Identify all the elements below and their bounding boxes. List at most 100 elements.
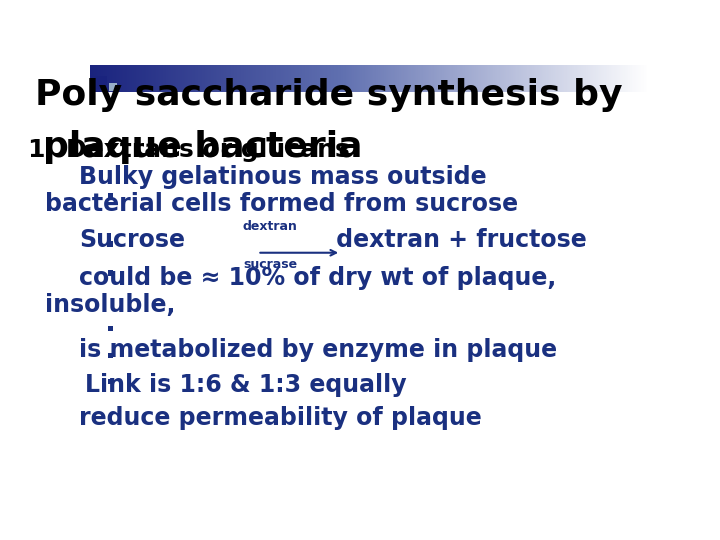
Bar [609, 65, 611, 92]
Text: insoluble,: insoluble, [45, 293, 175, 316]
Bar [555, 65, 557, 92]
Bar [311, 65, 312, 92]
Bar [171, 65, 173, 92]
Bar [628, 65, 629, 92]
Bar [116, 65, 117, 92]
Bar [534, 65, 536, 92]
Bar [143, 65, 144, 92]
Bar [557, 65, 558, 92]
Bar [158, 65, 160, 92]
Bar [176, 65, 178, 92]
Bar [101, 65, 103, 92]
Bar [108, 271, 114, 276]
Bar [295, 65, 297, 92]
Bar [364, 65, 365, 92]
Bar [413, 65, 415, 92]
Bar [328, 65, 329, 92]
Bar [486, 65, 488, 92]
Bar [236, 65, 238, 92]
Bar [567, 65, 570, 92]
Bar [544, 65, 546, 92]
Bar [269, 65, 270, 92]
Bar [506, 65, 508, 92]
Bar [324, 65, 326, 92]
Bar [607, 65, 608, 92]
Bar [441, 65, 444, 92]
Bar [344, 65, 346, 92]
Bar [307, 65, 310, 92]
Bar [266, 65, 268, 92]
Bar [583, 65, 585, 92]
Bar [475, 65, 477, 92]
Bar [514, 65, 516, 92]
Bar [90, 65, 91, 92]
Bar [642, 65, 644, 92]
Bar [520, 65, 521, 92]
Bar [398, 65, 400, 92]
Bar [327, 65, 328, 92]
Bar [260, 65, 261, 92]
Bar [212, 65, 213, 92]
Bar [552, 65, 554, 92]
Bar [108, 193, 114, 198]
Bar [349, 65, 351, 92]
Bar [226, 65, 228, 92]
Bar [283, 65, 284, 92]
Bar [292, 65, 294, 92]
Bar [332, 65, 334, 92]
Bar [490, 65, 492, 92]
Bar [454, 65, 456, 92]
Bar [599, 65, 600, 92]
Bar [117, 65, 119, 92]
Bar [624, 65, 626, 92]
Bar [109, 65, 111, 92]
Bar [151, 65, 153, 92]
Bar [589, 65, 590, 92]
Bar [421, 65, 423, 92]
Bar [571, 65, 572, 92]
Bar [317, 65, 318, 92]
Bar [216, 65, 217, 92]
Bar [276, 65, 278, 92]
Bar [258, 65, 259, 92]
Bar [362, 65, 364, 92]
Bar [386, 65, 387, 92]
Bar [91, 65, 93, 92]
Bar [329, 65, 330, 92]
Bar [637, 65, 639, 92]
Bar [593, 65, 594, 92]
Bar [433, 65, 436, 92]
Bar [415, 65, 416, 92]
Bar [108, 241, 114, 247]
Bar [163, 65, 164, 92]
Bar [521, 65, 523, 92]
Bar [166, 65, 168, 92]
Bar [471, 65, 472, 92]
Bar [361, 65, 363, 92]
Bar [338, 65, 339, 92]
Bar [210, 65, 211, 92]
Bar [402, 65, 404, 92]
Bar [411, 65, 413, 92]
Bar [451, 65, 454, 92]
Bar [246, 65, 248, 92]
Bar [343, 65, 345, 92]
Bar [136, 65, 138, 92]
Bar [433, 65, 434, 92]
Bar [647, 65, 649, 92]
Bar [575, 65, 577, 92]
Bar [601, 65, 603, 92]
Bar [256, 65, 258, 92]
Bar [431, 65, 432, 92]
Bar [284, 65, 286, 92]
Bar [526, 65, 528, 92]
Bar [639, 65, 641, 92]
Bar [184, 65, 186, 92]
Text: dextran + fructose: dextran + fructose [328, 228, 586, 252]
Bar [640, 65, 642, 92]
Bar [208, 65, 210, 92]
Bar [281, 65, 282, 92]
Bar [582, 65, 584, 92]
Bar [275, 65, 277, 92]
Bar [575, 65, 576, 92]
